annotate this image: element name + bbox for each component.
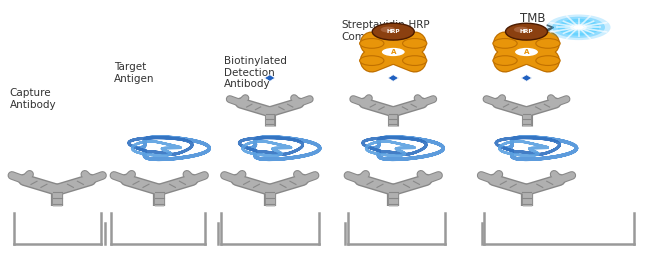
Text: A: A: [524, 49, 529, 55]
Circle shape: [573, 25, 584, 29]
Polygon shape: [521, 75, 532, 81]
Text: Capture
Antibody: Capture Antibody: [10, 88, 57, 110]
Circle shape: [381, 47, 406, 57]
Polygon shape: [265, 75, 275, 81]
Text: Target
Antigen: Target Antigen: [114, 62, 154, 84]
Text: Biotinylated
Detection
Antibody: Biotinylated Detection Antibody: [224, 56, 287, 89]
Circle shape: [565, 22, 592, 33]
Text: Streptavidin-HRP
Complex: Streptavidin-HRP Complex: [341, 20, 430, 42]
Circle shape: [506, 23, 547, 40]
Circle shape: [547, 15, 610, 40]
Circle shape: [570, 24, 587, 31]
Circle shape: [493, 38, 517, 48]
Text: HRP: HRP: [520, 29, 533, 34]
Circle shape: [402, 56, 427, 66]
Circle shape: [514, 27, 528, 32]
Text: TMB: TMB: [520, 12, 545, 25]
Circle shape: [552, 17, 605, 38]
Circle shape: [402, 38, 427, 48]
Circle shape: [536, 56, 560, 66]
Circle shape: [372, 23, 414, 40]
Text: HRP: HRP: [387, 29, 400, 34]
Circle shape: [493, 56, 517, 66]
Circle shape: [359, 56, 384, 66]
Circle shape: [536, 38, 560, 48]
Polygon shape: [388, 75, 398, 81]
Text: A: A: [391, 49, 396, 55]
Circle shape: [359, 38, 384, 48]
Circle shape: [514, 47, 539, 57]
Circle shape: [558, 19, 599, 36]
Circle shape: [381, 27, 395, 32]
